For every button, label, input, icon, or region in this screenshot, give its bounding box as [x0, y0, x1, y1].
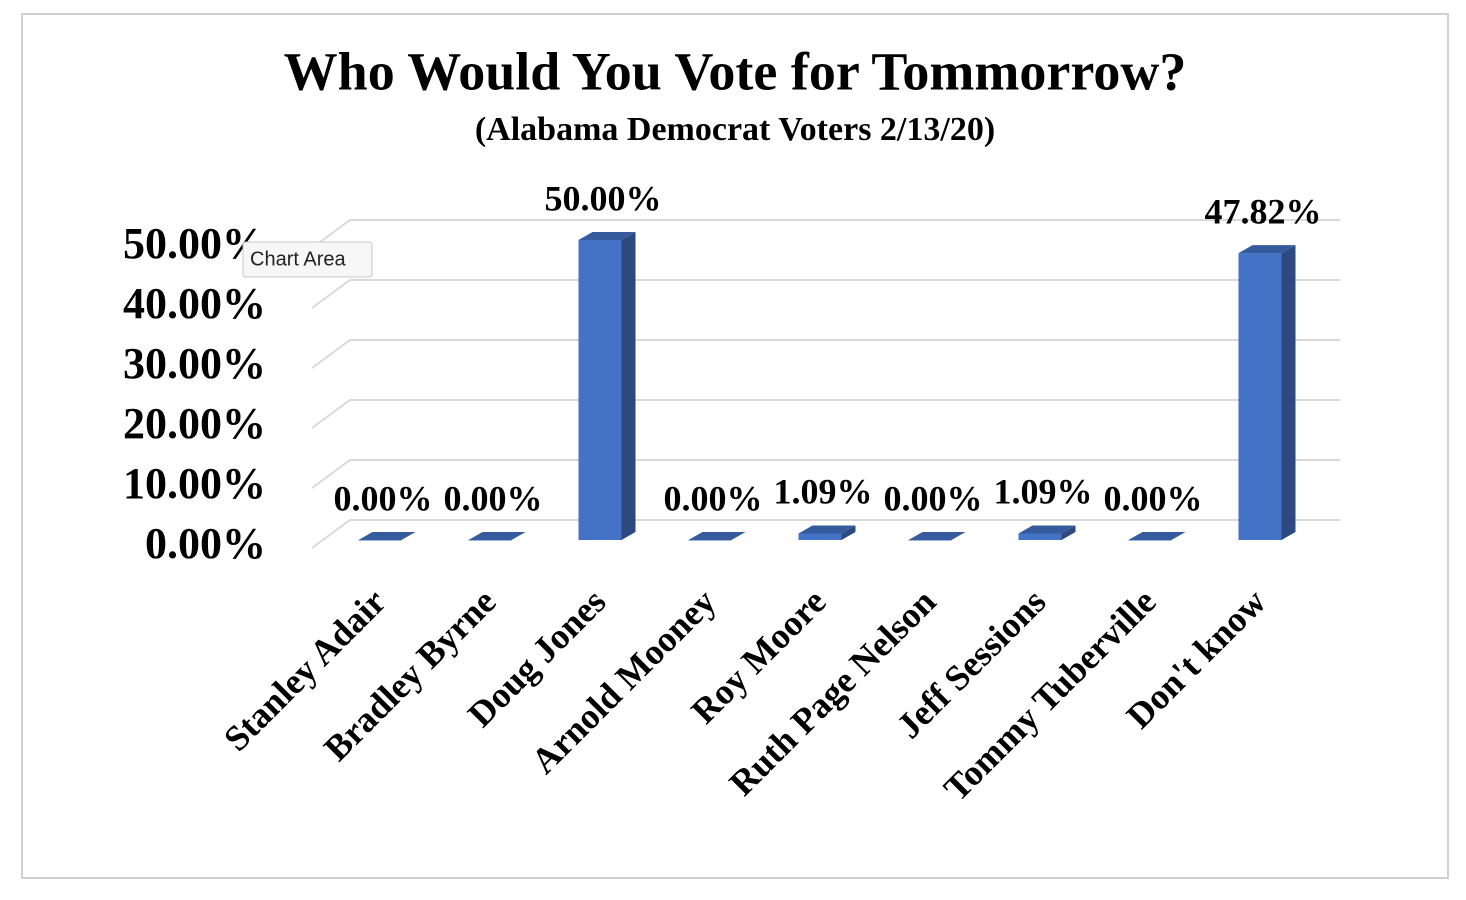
- bar-side: [841, 525, 856, 540]
- chart-title: Who Would You Vote for Tommorrow?: [284, 41, 1187, 101]
- y-tick-label: 0.00%: [145, 519, 266, 568]
- bar-side: [1061, 525, 1076, 540]
- y-tick-label: 40.00%: [123, 279, 266, 328]
- bar: [468, 532, 526, 541]
- bar-front: [908, 540, 952, 541]
- bar: [908, 532, 966, 541]
- value-label: 0.00%: [334, 478, 433, 518]
- bar-front: [1128, 540, 1172, 541]
- bar: [1238, 245, 1296, 540]
- value-label: 0.00%: [664, 478, 763, 518]
- bar-top: [908, 532, 966, 540]
- bar-top: [468, 532, 526, 540]
- value-label: 0.00%: [1104, 478, 1203, 518]
- value-label: 0.00%: [884, 478, 983, 518]
- bar-top: [798, 525, 856, 534]
- bar: [1128, 532, 1186, 541]
- bar-top: [358, 532, 416, 540]
- y-tick-label: 20.00%: [123, 399, 266, 448]
- value-label: 1.09%: [774, 472, 873, 512]
- bar-front: [798, 533, 842, 540]
- bar-front: [1018, 533, 1062, 540]
- bar-top: [688, 532, 746, 540]
- bar-side: [1281, 245, 1296, 540]
- bar: [798, 525, 856, 540]
- grid-line-depth: [311, 279, 351, 309]
- bar: [688, 532, 746, 541]
- bar-top: [1128, 532, 1186, 540]
- value-label: 47.82%: [1205, 191, 1322, 231]
- value-label: 1.09%: [994, 472, 1093, 512]
- bar-top: [1238, 245, 1296, 254]
- chart-subtitle: (Alabama Democrat Voters 2/13/20): [475, 111, 995, 148]
- grid-line-depth: [311, 339, 351, 369]
- bar-top: [1018, 525, 1076, 534]
- tooltip-text: Chart Area: [250, 248, 346, 270]
- grid-line-depth: [311, 459, 351, 489]
- bar-front: [358, 540, 402, 541]
- bar-side: [621, 232, 636, 540]
- bar-front: [468, 540, 512, 541]
- bar: [1018, 525, 1076, 540]
- y-tick-label: 10.00%: [123, 459, 266, 508]
- grid-line-depth: [311, 519, 351, 549]
- bar: [358, 532, 416, 541]
- value-label: 0.00%: [444, 478, 543, 518]
- bar-front: [1238, 253, 1282, 540]
- bar-front: [578, 240, 622, 540]
- bar-top: [578, 232, 636, 240]
- bar-front: [688, 540, 732, 541]
- bar: [578, 232, 636, 540]
- tooltip: Chart Area: [242, 241, 373, 278]
- chart-frame: [21, 13, 1449, 879]
- value-label: 50.00%: [545, 178, 662, 218]
- tooltip-box: [242, 241, 373, 278]
- y-tick-label: 50.00%: [123, 219, 266, 268]
- grid-line-depth: [311, 399, 351, 429]
- y-tick-label: 30.00%: [123, 339, 266, 388]
